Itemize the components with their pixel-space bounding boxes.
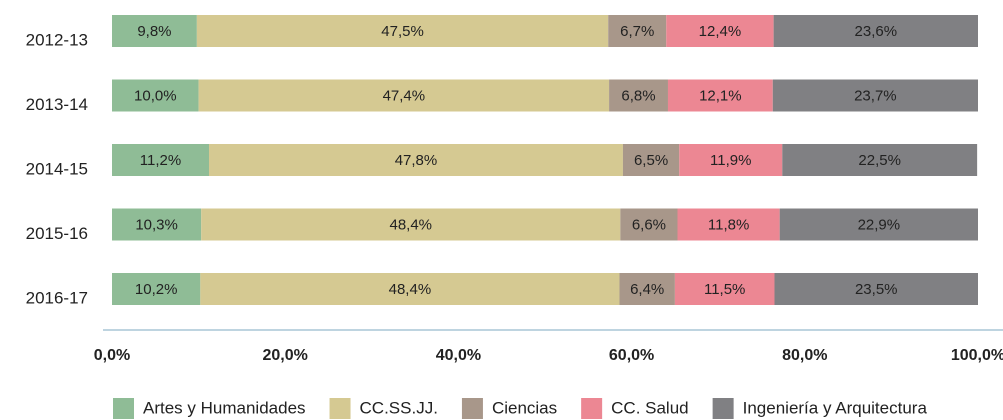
legend-swatch <box>113 398 134 419</box>
value-label: 6,6% <box>632 216 666 233</box>
bar-segment <box>112 144 209 176</box>
legend-swatch <box>581 398 603 419</box>
bar-segment <box>666 15 774 47</box>
value-label: 23,5% <box>855 281 898 298</box>
bar-segment <box>112 15 197 47</box>
value-label: 11,9% <box>710 152 751 169</box>
x-tick-label: 20,0% <box>263 347 308 364</box>
y-tick-label: 2012-13 <box>26 30 88 49</box>
value-label: 6,8% <box>621 87 655 104</box>
bar-segment <box>608 15 667 47</box>
value-label: 23,7% <box>854 87 897 104</box>
legend-swatch <box>712 398 734 419</box>
x-tick-label: 0,0% <box>94 347 130 364</box>
bar-segment <box>201 208 621 241</box>
x-tick-label: 40,0% <box>436 347 481 364</box>
bar-segment <box>609 79 668 112</box>
x-tick-label: 100,0% <box>951 347 1003 364</box>
value-label: 12,4% <box>699 23 742 40</box>
value-label: 6,5% <box>634 152 668 169</box>
y-tick-label: 2015-16 <box>26 224 88 243</box>
legend-label: CC. Salud <box>611 398 688 417</box>
legend-swatch <box>329 398 351 419</box>
legend-label: Ciencias <box>492 398 557 417</box>
value-label: 22,5% <box>858 152 901 169</box>
bar-segment <box>112 208 202 241</box>
x-tick-label: 60,0% <box>609 347 654 364</box>
value-label: 48,4% <box>389 216 432 233</box>
value-label: 6,7% <box>620 23 654 40</box>
bar-segment <box>620 208 678 241</box>
y-tick-label: 2014-15 <box>26 159 88 178</box>
bar-segment <box>112 273 201 305</box>
bar-segment <box>679 144 783 176</box>
bar-segment <box>619 273 675 305</box>
bar-segment <box>196 15 609 47</box>
bar-segment <box>667 79 773 112</box>
x-tick-label: 80,0% <box>782 347 827 364</box>
legend-label: CC.SS.JJ. <box>360 398 438 417</box>
bar-segment <box>200 273 620 305</box>
value-label: 11,5% <box>704 281 745 298</box>
value-label: 48,4% <box>389 281 432 298</box>
y-tick-label: 2013-14 <box>26 95 88 114</box>
value-label: 10,0% <box>134 87 177 104</box>
value-label: 47,4% <box>383 87 426 104</box>
value-label: 11,8% <box>708 216 749 233</box>
bar-segment <box>774 273 978 305</box>
bar-segment <box>782 144 978 176</box>
value-label: 10,2% <box>135 281 178 298</box>
bar-segment <box>622 144 680 176</box>
bar-segment <box>112 79 199 112</box>
bar-segment <box>773 15 978 47</box>
bar-segment <box>198 79 610 112</box>
legend-label: Ingeniería y Arquitectura <box>743 398 928 417</box>
value-label: 47,8% <box>395 152 438 169</box>
value-label: 47,5% <box>381 23 424 40</box>
bar-segment <box>677 208 780 241</box>
value-label: 12,1% <box>699 87 742 104</box>
bar-segment <box>779 208 978 241</box>
legend-label: Artes y Humanidades <box>143 398 306 417</box>
value-label: 23,6% <box>855 23 898 40</box>
value-label: 22,9% <box>858 216 901 233</box>
y-tick-label: 2016-17 <box>26 288 88 307</box>
bar-segment <box>208 144 623 176</box>
value-label: 10,3% <box>135 216 178 233</box>
value-label: 11,2% <box>140 152 181 169</box>
bar-segment <box>772 79 978 112</box>
bar-segment <box>674 273 775 305</box>
value-label: 9,8% <box>137 23 171 40</box>
legend-swatch <box>461 398 483 419</box>
value-label: 6,4% <box>630 281 664 298</box>
